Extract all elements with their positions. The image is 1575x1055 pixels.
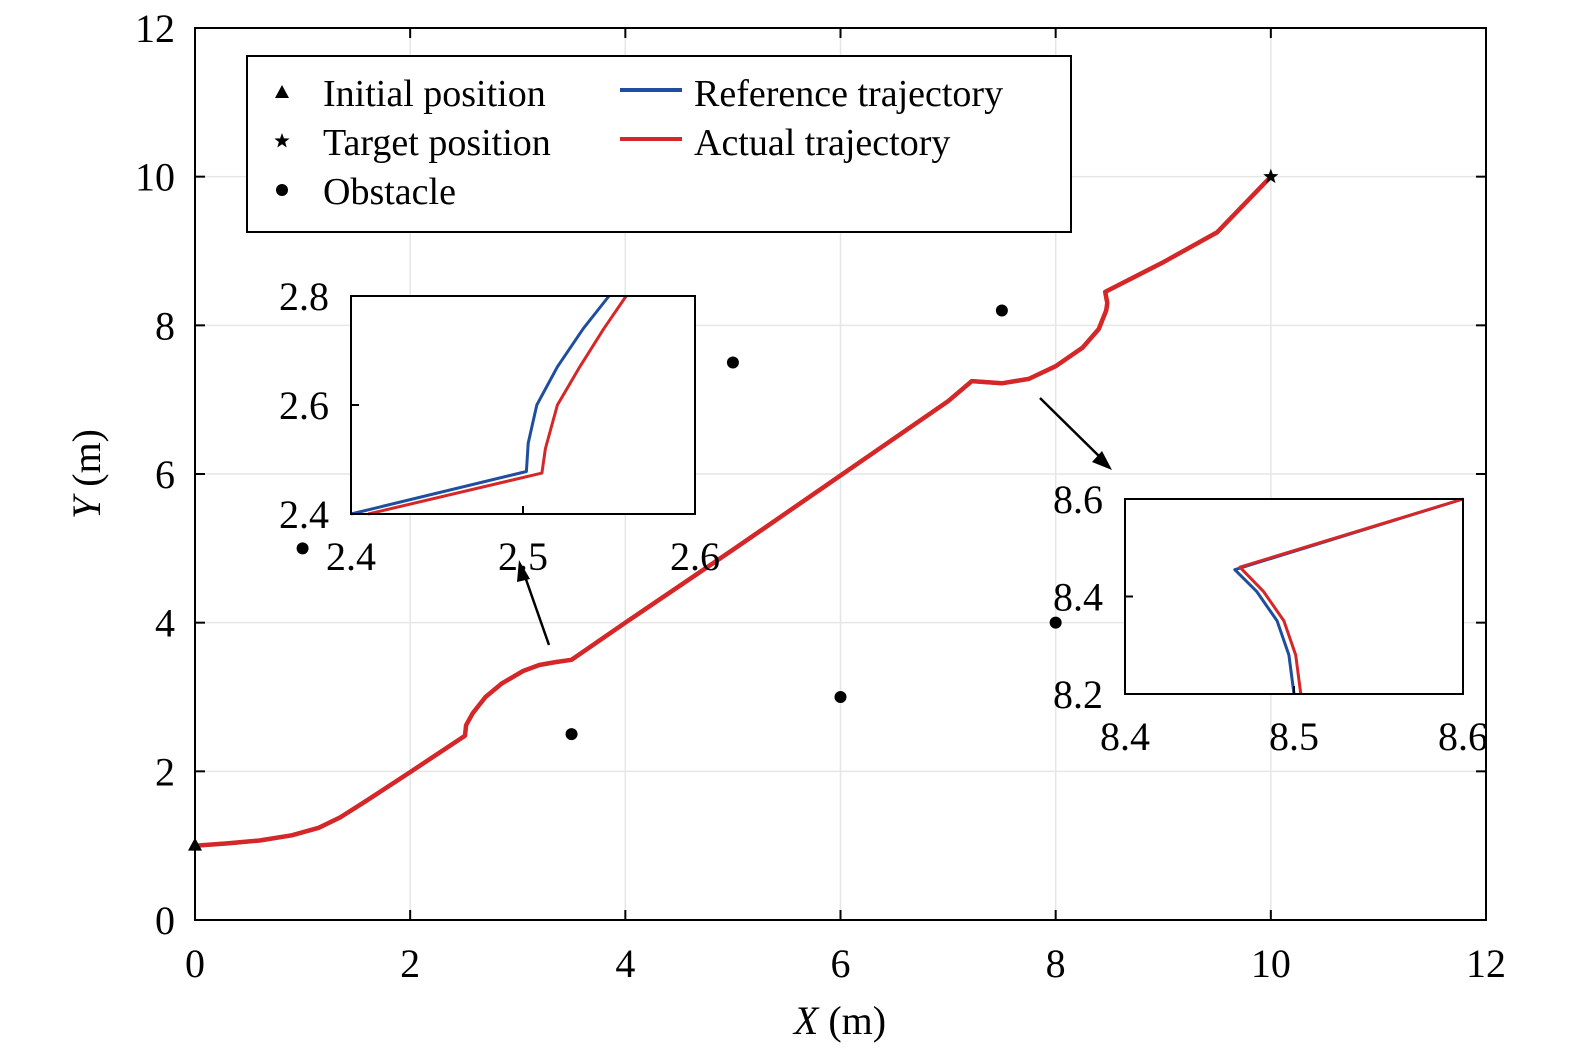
main-tick-labels: 0 2 4 6 8 10 12 0 2 4 6 8 10 12: [135, 6, 1506, 986]
legend-target-position: Target position: [323, 122, 551, 164]
legend-reference-trajectory: Reference trajectory: [694, 73, 1003, 115]
inset-left-series: [350, 295, 628, 516]
x-tick-label: 8: [1046, 941, 1066, 986]
y-axis-label: Y (m): [64, 429, 109, 519]
inset-left-x-tick-label: 2.4: [326, 534, 376, 579]
legend-triangle-marker: [275, 85, 289, 98]
inset-right-x-tick-label: 8.6: [1438, 714, 1488, 759]
obstacle-marker: [565, 728, 578, 741]
inset-right-background: [1125, 499, 1463, 694]
zoom-arrow-left-head: [517, 560, 530, 582]
zoom-arrow-left: [520, 567, 551, 646]
inset-left-y-tick-label: 2.4: [279, 492, 329, 537]
x-tick-label: 4: [615, 941, 635, 986]
x-axis-label: X (m): [792, 998, 886, 1043]
inset-left-background: [351, 296, 695, 514]
inset-left-reference-line: [350, 295, 611, 516]
inset-right-x-tick-label: 8.5: [1269, 714, 1319, 759]
legend: Initial position Target position Obstacl…: [246, 55, 1072, 233]
inset-right-y-tick-label: 8.6: [1053, 477, 1103, 522]
inset-right-ticks: [1124, 498, 1464, 695]
main-trajectory: [194, 175, 1273, 848]
inset-left-actual-line: [367, 295, 628, 516]
y-tick-label: 4: [155, 601, 175, 646]
y-tick-label: 12: [135, 6, 175, 51]
inset-right-actual-line: [1238, 497, 1464, 695]
inset-right-x-tick-label: 8.4: [1100, 714, 1150, 759]
inset-left-ticks: [350, 295, 696, 515]
x-tick-label: 0: [185, 941, 205, 986]
inset-right-tick-labels: 8.4 8.5 8.68.28.48.6: [1053, 477, 1488, 759]
obstacle-marker: [296, 542, 309, 555]
zoom-arrow-right-head: [1092, 451, 1112, 470]
obstacle-marker: [995, 304, 1008, 317]
legend-circle-marker: [276, 184, 288, 196]
legend-initial-position: Initial position: [323, 73, 546, 115]
legend-obstacle: Obstacle: [323, 171, 456, 213]
inset-left-tick-labels: 2.4 2.5 2.62.42.62.8: [279, 274, 720, 579]
x-tick-label: 2: [400, 941, 420, 986]
inset-left-x-tick-label: 2.6: [670, 534, 720, 579]
x-tick-label: 12: [1466, 941, 1506, 986]
y-tick-label: 0: [155, 898, 175, 943]
inset-right: 8.4 8.5 8.68.28.48.6: [1053, 477, 1488, 759]
obstacle-marker: [726, 356, 739, 369]
main-markers: [188, 168, 1279, 851]
legend-star-marker: [274, 133, 290, 148]
inset-right-y-tick-label: 8.2: [1053, 672, 1103, 717]
x-tick-label: 10: [1251, 941, 1291, 986]
legend-actual-trajectory: Actual trajectory: [694, 122, 950, 164]
inset-left-y-tick-label: 2.6: [279, 383, 329, 428]
actual-trajectory-line: [194, 175, 1273, 848]
x-tick-label: 6: [831, 941, 851, 986]
target-position-marker: [1263, 168, 1279, 184]
y-tick-label: 8: [155, 303, 175, 348]
legend-box: [246, 55, 1072, 233]
inset-left: 2.4 2.5 2.62.42.62.8: [279, 274, 720, 579]
obstacle-marker: [834, 691, 847, 703]
inset-right-y-tick-label: 8.4: [1053, 575, 1103, 620]
main-ticks: [194, 27, 1487, 921]
inset-right-series: [1233, 497, 1464, 695]
inset-left-y-tick-label: 2.8: [279, 274, 329, 319]
y-tick-label: 10: [135, 155, 175, 200]
y-tick-label: 2: [155, 749, 175, 794]
zoom-arrow-right: [1039, 397, 1107, 464]
y-tick-label: 6: [155, 452, 175, 497]
obstacle-marker: [1049, 616, 1062, 629]
